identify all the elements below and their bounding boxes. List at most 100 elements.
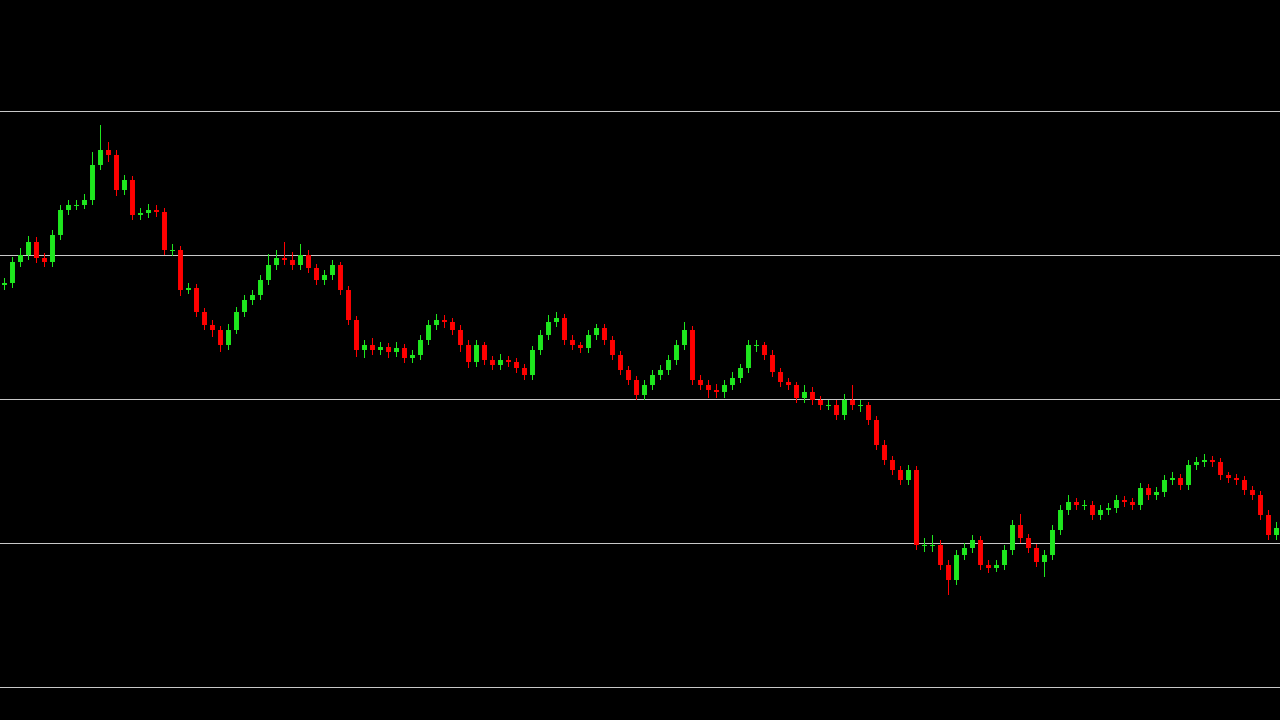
candle-body	[2, 283, 7, 285]
candle-body	[170, 250, 175, 251]
candle-body	[138, 213, 143, 215]
candle-body	[778, 372, 783, 382]
candle-body	[698, 380, 703, 385]
candle-body	[818, 400, 823, 405]
candle-body	[786, 382, 791, 385]
candle-body	[1106, 508, 1111, 510]
candle-body	[1018, 525, 1023, 538]
candle-body	[762, 345, 767, 355]
candle-body	[666, 360, 671, 370]
candle-body	[810, 392, 815, 400]
candle-body	[962, 548, 967, 555]
candle-body	[586, 335, 591, 348]
candle-body	[530, 350, 535, 375]
candle-body	[154, 210, 159, 212]
candle-body	[354, 320, 359, 350]
candle-body	[914, 470, 919, 545]
candle-body	[218, 330, 223, 345]
candle-body	[850, 400, 855, 405]
candle-body	[466, 345, 471, 362]
candle-body	[746, 345, 751, 368]
candle-body	[986, 565, 991, 568]
candle-body	[866, 405, 871, 420]
candle-body	[26, 242, 31, 255]
candle-body	[1090, 505, 1095, 515]
candle-body	[922, 545, 927, 546]
candle-body	[1274, 528, 1279, 535]
candle-body	[434, 320, 439, 325]
candle-body	[378, 347, 383, 350]
candle-body	[50, 235, 55, 262]
candle-body	[90, 165, 95, 200]
candle-body	[690, 330, 695, 380]
candle-body	[1242, 480, 1247, 490]
candle-body	[66, 205, 71, 210]
candle-body	[1026, 538, 1031, 548]
candle-body	[42, 258, 47, 262]
candle-body	[266, 265, 271, 280]
candle-body	[258, 280, 263, 295]
candle-body	[1202, 460, 1207, 462]
candle-body	[834, 405, 839, 415]
candle-body	[58, 210, 63, 235]
candle-body	[898, 470, 903, 480]
candle-body	[1074, 502, 1079, 505]
candle-body	[1146, 488, 1151, 495]
candle-body	[1114, 500, 1119, 508]
candle-body	[602, 328, 607, 340]
candle-body	[802, 392, 807, 398]
candle-body	[10, 262, 15, 283]
candle-body	[1122, 500, 1127, 502]
candle-body	[450, 322, 455, 330]
candle-body	[842, 400, 847, 415]
candle-body	[682, 330, 687, 345]
candle-body	[1058, 510, 1063, 530]
candle-body	[874, 420, 879, 445]
candle-body	[122, 180, 127, 190]
candle-body	[1050, 530, 1055, 555]
candle-body	[394, 348, 399, 352]
candle-body	[418, 340, 423, 355]
candle-body	[498, 360, 503, 365]
candle-body	[82, 200, 87, 205]
candle-body	[770, 355, 775, 372]
candle-body	[1130, 502, 1135, 505]
candle-body	[1170, 478, 1175, 480]
candle-body	[546, 322, 551, 335]
candle-body	[338, 265, 343, 290]
candle-body	[794, 385, 799, 398]
candle-body	[714, 390, 719, 392]
candle-body	[370, 345, 375, 350]
candle-body	[1250, 490, 1255, 495]
candle-body	[274, 258, 279, 265]
candle-body	[594, 328, 599, 335]
candle-body	[578, 345, 583, 348]
candle-body	[482, 345, 487, 360]
candle-body	[1034, 548, 1039, 562]
candle-body	[1162, 480, 1167, 492]
candle-body	[858, 405, 863, 406]
candle-body	[970, 540, 975, 548]
candle-body	[18, 255, 23, 262]
candle-body	[514, 362, 519, 368]
candle-body	[410, 355, 415, 358]
candle-body	[314, 268, 319, 280]
candle-body	[1178, 478, 1183, 485]
candle-body	[706, 385, 711, 390]
candle-body	[954, 555, 959, 580]
candle-body	[202, 312, 207, 325]
candle-body	[186, 288, 191, 290]
candle-body	[322, 275, 327, 280]
candle-body	[938, 545, 943, 565]
candle-body	[562, 318, 567, 340]
candle-body	[1154, 492, 1159, 495]
candle-body	[538, 335, 543, 350]
candle-body	[1066, 502, 1071, 510]
candle-body	[402, 348, 407, 358]
candle-body	[1098, 510, 1103, 515]
candle-body	[626, 370, 631, 380]
candle-body	[162, 212, 167, 250]
candle-body	[282, 258, 287, 260]
candle-body	[490, 360, 495, 365]
